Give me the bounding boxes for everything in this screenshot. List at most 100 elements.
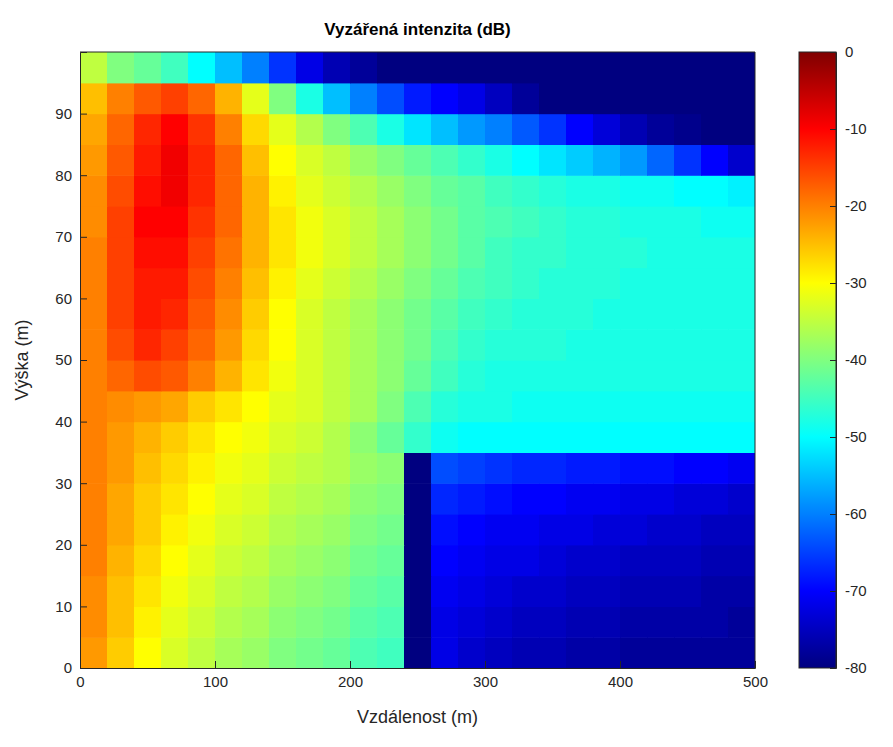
cell bbox=[674, 576, 702, 607]
cell bbox=[107, 606, 135, 637]
cell bbox=[512, 514, 540, 545]
cell bbox=[188, 237, 216, 268]
cell bbox=[377, 206, 405, 237]
cell bbox=[296, 452, 324, 483]
cell bbox=[566, 637, 594, 668]
cell bbox=[620, 206, 648, 237]
tick-label: 20 bbox=[55, 536, 72, 553]
cell bbox=[323, 637, 351, 668]
cell bbox=[701, 329, 729, 360]
cell bbox=[242, 360, 270, 391]
cell bbox=[593, 329, 621, 360]
cell bbox=[728, 237, 755, 268]
cell bbox=[512, 483, 540, 514]
cell bbox=[539, 237, 567, 268]
y-axis: 0102030405060708090 bbox=[55, 53, 87, 677]
tick: 30 bbox=[55, 475, 87, 492]
cell bbox=[566, 514, 594, 545]
tick: 40 bbox=[55, 413, 87, 430]
cell bbox=[620, 268, 648, 299]
cell bbox=[431, 144, 459, 175]
tick-mark bbox=[80, 606, 87, 607]
cell bbox=[188, 514, 216, 545]
cell bbox=[269, 52, 297, 83]
tick-label: -60 bbox=[845, 505, 867, 522]
cell bbox=[458, 268, 486, 299]
cell bbox=[188, 83, 216, 114]
cell bbox=[350, 483, 378, 514]
cell bbox=[242, 545, 270, 576]
cell bbox=[350, 268, 378, 299]
cell bbox=[431, 391, 459, 422]
tick-label: -50 bbox=[845, 428, 867, 445]
cell bbox=[323, 83, 351, 114]
cell bbox=[161, 175, 189, 206]
cell bbox=[242, 329, 270, 360]
cell bbox=[269, 637, 297, 668]
cell bbox=[674, 237, 702, 268]
tick-mark bbox=[80, 114, 87, 115]
cell bbox=[539, 329, 567, 360]
cell bbox=[188, 637, 216, 668]
cell bbox=[242, 237, 270, 268]
cell bbox=[323, 114, 351, 145]
cell bbox=[566, 83, 594, 114]
cell bbox=[674, 175, 702, 206]
tick: -50 bbox=[830, 428, 867, 445]
cell bbox=[431, 360, 459, 391]
cell bbox=[350, 298, 378, 329]
cell bbox=[323, 606, 351, 637]
cell bbox=[80, 268, 108, 299]
tick-label: 50 bbox=[55, 351, 72, 368]
cell bbox=[512, 298, 540, 329]
cell bbox=[296, 298, 324, 329]
cell bbox=[404, 391, 432, 422]
frame bbox=[755, 52, 756, 668]
cell bbox=[593, 268, 621, 299]
cell bbox=[647, 83, 675, 114]
cell bbox=[188, 483, 216, 514]
cell bbox=[728, 391, 755, 422]
cell bbox=[647, 360, 675, 391]
cell bbox=[458, 514, 486, 545]
cell bbox=[458, 298, 486, 329]
cell bbox=[134, 206, 162, 237]
cell bbox=[539, 114, 567, 145]
cell bbox=[296, 391, 324, 422]
cell bbox=[458, 329, 486, 360]
cell bbox=[161, 114, 189, 145]
cell bbox=[701, 237, 729, 268]
x-axis: 0100200300400500 bbox=[76, 661, 768, 690]
cell bbox=[539, 83, 567, 114]
cell bbox=[404, 83, 432, 114]
cell bbox=[80, 452, 108, 483]
cell bbox=[728, 206, 755, 237]
cell bbox=[458, 483, 486, 514]
tick-label: 10 bbox=[55, 598, 72, 615]
cell bbox=[647, 114, 675, 145]
cell bbox=[215, 576, 243, 607]
cell bbox=[485, 329, 513, 360]
tick: 0 bbox=[64, 659, 87, 676]
cell bbox=[296, 483, 324, 514]
cell bbox=[404, 483, 432, 514]
cell bbox=[323, 360, 351, 391]
cell bbox=[107, 237, 135, 268]
tick-label: -20 bbox=[845, 197, 867, 214]
cell bbox=[134, 545, 162, 576]
cell bbox=[269, 576, 297, 607]
cell bbox=[674, 545, 702, 576]
cell bbox=[647, 237, 675, 268]
cell bbox=[161, 483, 189, 514]
cell bbox=[620, 514, 648, 545]
cell bbox=[242, 52, 270, 83]
cell bbox=[296, 606, 324, 637]
tick: 20 bbox=[55, 536, 87, 553]
cell bbox=[296, 83, 324, 114]
cell bbox=[377, 237, 405, 268]
cell bbox=[701, 422, 729, 453]
cell bbox=[161, 576, 189, 607]
cell bbox=[701, 144, 729, 175]
tick: 90 bbox=[55, 105, 87, 122]
cell bbox=[512, 452, 540, 483]
